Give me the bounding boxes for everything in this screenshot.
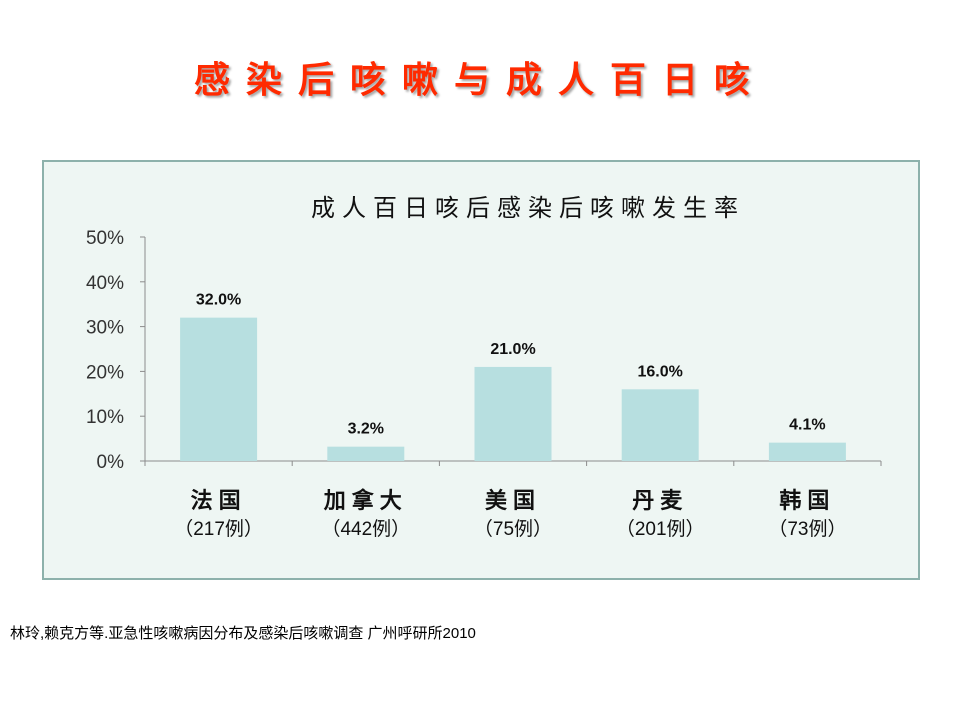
citation-text: 林玲,赖克方等.亚急性咳嗽病因分布及感染后咳嗽调查 广州呼研所2010 xyxy=(10,625,476,642)
slide-title: 感染后咳嗽与成人百日咳 xyxy=(193,60,766,101)
chart-title: 成人百日咳后感染后咳嗽发生率 xyxy=(311,194,745,222)
